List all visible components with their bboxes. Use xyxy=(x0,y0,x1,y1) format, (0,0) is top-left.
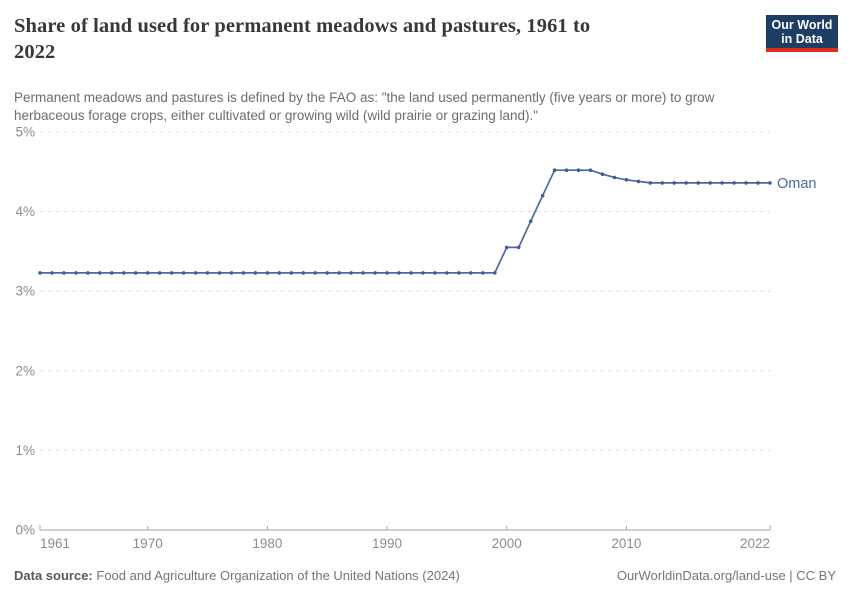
data-point[interactable] xyxy=(552,168,557,172)
owid-logo-text-line2: in Data xyxy=(781,31,823,46)
data-point[interactable] xyxy=(457,271,461,275)
data-point[interactable] xyxy=(588,168,593,172)
data-point[interactable] xyxy=(217,271,222,275)
x-axis-tick-label: 1990 xyxy=(372,536,402,551)
data-point[interactable] xyxy=(313,271,318,275)
data-point[interactable] xyxy=(516,245,521,250)
data-point[interactable] xyxy=(445,271,449,275)
y-axis-tick-label: 1% xyxy=(15,443,35,458)
series-end-label: Oman xyxy=(777,176,817,192)
data-point[interactable] xyxy=(732,181,736,185)
owid-logo-text-line1: Our World xyxy=(771,17,833,32)
x-axis-tick-label: 2010 xyxy=(611,536,641,551)
data-point[interactable] xyxy=(74,271,78,275)
data-point[interactable] xyxy=(528,219,533,223)
data-source-label: Data source: xyxy=(14,568,93,583)
data-point[interactable] xyxy=(169,271,174,275)
data-point[interactable] xyxy=(205,271,210,275)
x-axis-tick-label: 1980 xyxy=(252,536,282,551)
data-point[interactable] xyxy=(62,271,66,275)
data-point[interactable] xyxy=(696,181,700,185)
data-point[interactable] xyxy=(768,181,772,185)
data-point[interactable] xyxy=(576,168,581,172)
credit-link[interactable]: OurWorldinData.org/land-use | CC BY xyxy=(616,568,836,583)
data-point[interactable] xyxy=(493,271,497,275)
data-point[interactable] xyxy=(289,271,294,275)
data-point[interactable] xyxy=(50,271,54,275)
y-axis-tick-label: 2% xyxy=(15,363,35,378)
y-axis-tick-label: 3% xyxy=(15,284,35,299)
data-point[interactable] xyxy=(409,271,413,275)
data-point[interactable] xyxy=(540,193,545,198)
x-axis-tick-label: 1970 xyxy=(133,536,163,551)
data-point[interactable] xyxy=(86,271,90,275)
x-axis-tick-label: 2022 xyxy=(740,536,770,551)
data-point[interactable] xyxy=(708,181,712,185)
data-point[interactable] xyxy=(349,271,353,275)
data-point[interactable] xyxy=(373,271,377,275)
data-point[interactable] xyxy=(98,271,102,275)
data-point[interactable] xyxy=(301,271,306,275)
data-point[interactable] xyxy=(421,271,425,275)
data-point[interactable] xyxy=(636,179,641,184)
data-point[interactable] xyxy=(110,271,114,275)
data-point[interactable] xyxy=(337,271,342,275)
series-points-oman[interactable] xyxy=(38,168,772,275)
data-source-note: Data source: Food and Agriculture Organi… xyxy=(14,568,460,583)
data-point[interactable] xyxy=(241,271,246,275)
x-axis: 1961 1970 1980 1990 2000 2010 2022 xyxy=(39,525,771,551)
x-axis-tick-label: 2000 xyxy=(492,536,522,551)
series-line-oman[interactable] xyxy=(40,169,770,274)
data-point[interactable] xyxy=(648,181,653,185)
data-point[interactable] xyxy=(361,271,365,275)
page-title-line1: Share of land used for permanent meadows… xyxy=(14,15,591,37)
data-point[interactable] xyxy=(325,271,330,275)
y-axis-tick-label: 4% xyxy=(15,204,35,219)
data-point[interactable] xyxy=(253,271,258,275)
data-point[interactable] xyxy=(157,271,162,275)
data-point[interactable] xyxy=(684,181,688,185)
data-point[interactable] xyxy=(600,172,605,176)
data-point[interactable] xyxy=(397,271,401,275)
y-axis-tick-label: 5% xyxy=(15,125,35,140)
data-point[interactable] xyxy=(624,178,629,182)
data-point[interactable] xyxy=(145,271,150,275)
data-point[interactable] xyxy=(504,245,509,250)
data-point[interactable] xyxy=(229,271,234,275)
y-axis-tick-label: 0% xyxy=(15,523,35,538)
data-point[interactable] xyxy=(433,271,437,275)
chart-subtitle: Permanent meadows and pastures is define… xyxy=(14,89,715,124)
data-point[interactable] xyxy=(481,271,485,275)
page-title: Share of land used for permanent meadows… xyxy=(14,13,744,65)
data-point[interactable] xyxy=(38,271,42,275)
data-point[interactable] xyxy=(122,271,126,275)
data-point[interactable] xyxy=(385,271,389,275)
data-point[interactable] xyxy=(720,181,724,185)
data-point[interactable] xyxy=(564,168,569,172)
page-title-line2: 2022 xyxy=(14,41,56,63)
data-point[interactable] xyxy=(265,271,270,275)
data-point[interactable] xyxy=(756,181,760,185)
x-axis-tick-label: 1961 xyxy=(40,536,70,551)
data-point[interactable] xyxy=(277,271,282,275)
data-point[interactable] xyxy=(469,271,473,275)
data-point[interactable] xyxy=(181,271,186,275)
data-point[interactable] xyxy=(612,175,617,180)
data-point[interactable] xyxy=(133,271,138,275)
data-point[interactable] xyxy=(660,181,665,185)
data-point[interactable] xyxy=(672,181,677,185)
y-axis: 0% 1% 2% 3% 4% 5% xyxy=(15,125,770,538)
data-source-text: Food and Agriculture Organization of the… xyxy=(96,568,460,583)
data-point[interactable] xyxy=(193,271,198,275)
owid-logo[interactable]: Our World in Data xyxy=(766,15,838,52)
data-point[interactable] xyxy=(744,181,748,185)
